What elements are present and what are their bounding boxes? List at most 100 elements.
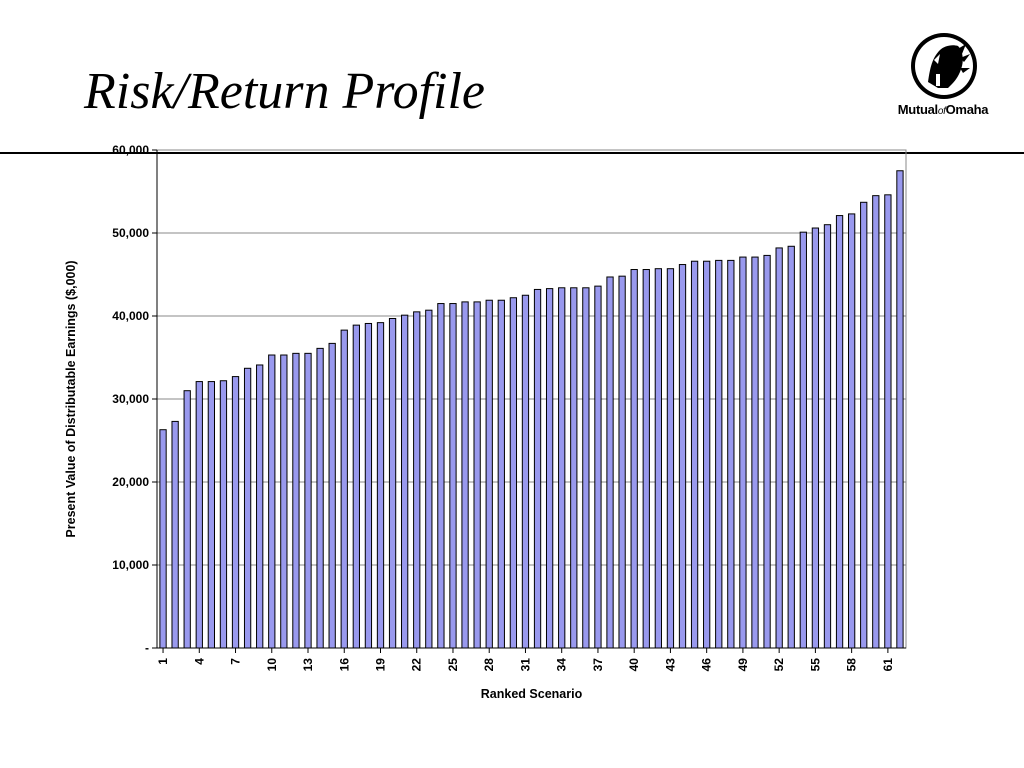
mutual-of-omaha-logo: MutualofOmaha: [884, 30, 1002, 124]
bar-scenario-13: [304, 352, 312, 649]
bar-scenario-43: [666, 268, 675, 649]
y-axis-title: Present Value of Distributable Earnings …: [64, 260, 78, 537]
x-tick-label: 22: [410, 658, 424, 672]
bar-scenario-16: [340, 329, 348, 649]
bar-scenario-3: [183, 390, 191, 649]
bar-scenario-7: [231, 376, 240, 649]
indian-head-emblem-icon: [911, 33, 977, 99]
bar-scenario-37: [594, 285, 602, 649]
bar-scenario-35: [570, 287, 578, 649]
bar-scenario-53: [787, 245, 795, 649]
bar-scenario-28: [485, 299, 493, 649]
x-tick-label: 43: [663, 658, 677, 672]
bar-scenario-19: [376, 322, 385, 649]
bar-scenario-2: [171, 420, 179, 649]
bar-scenario-31: [521, 294, 530, 649]
x-tick-label: 10: [265, 658, 279, 672]
bar-scenario-17: [352, 324, 360, 649]
x-tick-label: 40: [627, 658, 641, 672]
bar-scenario-22: [413, 311, 421, 649]
bar-scenario-11: [280, 354, 288, 649]
x-tick-label: 1: [156, 658, 170, 665]
y-tick-label: 40,000: [112, 309, 149, 323]
x-tick-label: 49: [736, 658, 750, 672]
bar-scenario-33: [545, 288, 554, 649]
logo-text-mutual: Mutual: [897, 102, 938, 117]
bar-scenario-62: [896, 170, 904, 649]
bar-scenario-57: [835, 215, 844, 649]
x-tick-label: 4: [192, 658, 206, 665]
bar-scenario-61: [884, 194, 892, 649]
x-tick-label: 46: [700, 658, 714, 672]
bar-scenario-30: [509, 297, 518, 649]
bar-scenario-1: [159, 429, 167, 649]
bar-scenario-51: [763, 254, 771, 649]
bar-scenario-36: [582, 287, 590, 649]
bar-scenario-44: [678, 264, 687, 649]
y-tick-label: 60,000: [112, 143, 149, 157]
x-tick-label: 16: [337, 658, 351, 672]
slide-title: Risk/Return Profile: [84, 63, 485, 120]
bar-scenario-15: [328, 342, 336, 649]
x-tick-label: 58: [845, 658, 859, 672]
bar-scenario-4: [195, 381, 203, 649]
bar-scenario-12: [292, 352, 300, 649]
bar-scenario-52: [775, 247, 783, 649]
bar-scenario-27: [473, 301, 481, 649]
bar-scenario-14: [316, 347, 324, 649]
logo-wordmark: MutualofOmaha: [884, 102, 1002, 117]
x-tick-label: 55: [808, 658, 822, 672]
bar-scenario-25: [449, 303, 457, 649]
bar-scenario-10: [268, 354, 276, 649]
bar-scenario-60: [872, 195, 880, 649]
bar-scenario-26: [461, 301, 469, 649]
bar-scenario-34: [558, 287, 566, 649]
y-tick-label: 20,000: [112, 475, 149, 489]
bar-scenario-23: [425, 309, 433, 649]
x-tick-label: 31: [518, 658, 532, 672]
bar-scenario-32: [533, 288, 542, 649]
bar-scenario-54: [799, 231, 807, 649]
bar-scenario-18: [364, 322, 373, 649]
bar-scenario-55: [811, 227, 820, 649]
x-tick-label: 37: [591, 658, 605, 672]
bar-scenario-9: [256, 364, 264, 649]
x-tick-label: 13: [301, 658, 315, 672]
bar-scenario-38: [606, 276, 614, 649]
x-tick-label: 61: [881, 658, 895, 672]
bar-scenario-24: [437, 303, 445, 649]
y-tick-label: -: [145, 641, 149, 655]
bar-scenario-41: [642, 269, 650, 649]
bar-scenario-40: [630, 269, 638, 649]
bar-scenario-5: [207, 381, 216, 649]
y-tick-label: 50,000: [112, 226, 149, 240]
bar-scenario-20: [388, 317, 397, 649]
bar-scenario-59: [860, 201, 868, 649]
bar-scenario-58: [847, 213, 856, 649]
bar-scenario-46: [703, 260, 711, 649]
bar-scenario-45: [690, 260, 699, 649]
y-tick-label: 30,000: [112, 392, 149, 406]
logo-text-of: of: [937, 106, 946, 117]
logo-text-omaha: Omaha: [945, 102, 989, 117]
bar-scenario-39: [618, 275, 626, 649]
bar-scenario-56: [823, 224, 832, 649]
bar-scenario-50: [751, 256, 759, 649]
title-rule: [0, 152, 1024, 154]
bar-scenario-48: [727, 259, 735, 649]
bar-scenario-8: [243, 367, 252, 649]
x-tick-label: 19: [373, 658, 387, 672]
bar-scenario-6: [219, 380, 228, 649]
x-tick-label: 28: [482, 658, 496, 672]
bar-scenario-21: [401, 314, 409, 649]
bar-scenario-47: [715, 259, 723, 649]
bar-scenario-42: [654, 268, 662, 649]
x-tick-label: 52: [772, 658, 786, 672]
y-tick-label: 10,000: [112, 558, 149, 572]
x-tick-label: 34: [555, 658, 569, 672]
bar-scenario-29: [497, 299, 505, 649]
x-tick-label: 25: [446, 658, 460, 672]
x-axis-title: Ranked Scenario: [481, 687, 583, 701]
x-tick-label: 7: [229, 658, 243, 665]
